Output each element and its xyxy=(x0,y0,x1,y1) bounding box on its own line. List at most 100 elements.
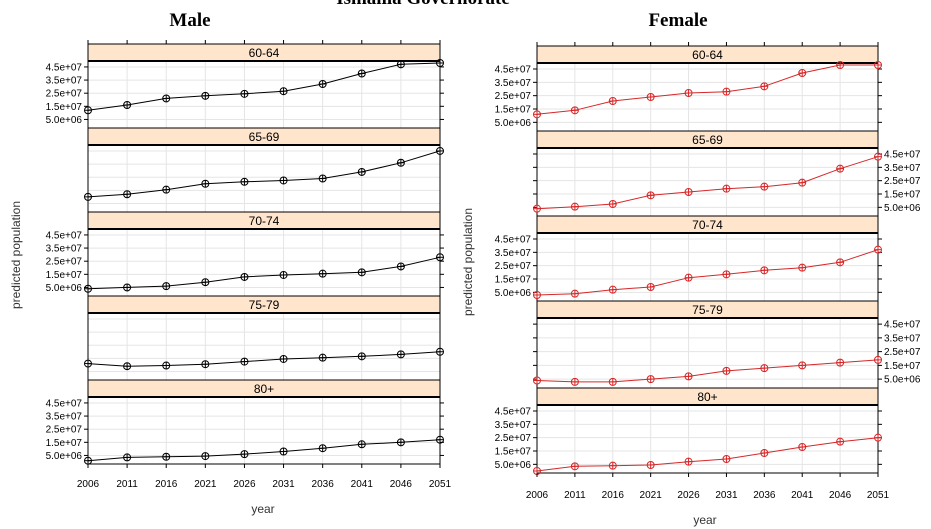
male-series-line-0 xyxy=(87,62,441,111)
female-panel-4-ytick-label-0: 5.0e+06 xyxy=(495,460,532,471)
female-panel-4-ytick-label-2: 2.5e+07 xyxy=(495,433,532,444)
female-panel-border-4 xyxy=(536,404,879,474)
male-xtick-label-1: 2011 xyxy=(116,479,138,490)
female-panel-0-ytick-label-2: 2.5e+07 xyxy=(495,91,532,102)
male-panel-0-ytick-label-2: 2.5e+07 xyxy=(46,89,83,100)
female-panel-3-ytick-label-3: 3.5e+07 xyxy=(884,333,921,344)
male-panel-0-ytick-label-3: 3.5e+07 xyxy=(46,76,83,87)
male-strip-label-1: 65-69 xyxy=(249,130,280,144)
female-panel-0-ytick-label-4: 4.5e+07 xyxy=(495,65,532,76)
male-panel-0: 60-64 5.0e+06 1.5e+07 2.5e+07 3.5e+07 4.5e+07 xyxy=(46,40,444,129)
male-series-line-4 xyxy=(87,439,441,462)
male-y-axis-label: predicted population xyxy=(9,201,23,309)
male-strip-label-2: 70-74 xyxy=(249,214,280,228)
male-series-line-3 xyxy=(87,351,441,367)
female-xtick-label-9: 2051 xyxy=(867,490,890,501)
female-strip-label-1: 65-69 xyxy=(692,133,723,147)
male-xtick-label-6: 2036 xyxy=(312,479,335,490)
male-panel-border-3 xyxy=(87,312,441,381)
male-panel-2-ytick-label-3: 3.5e+07 xyxy=(46,244,83,255)
female-panel-0: 60-64 5.0e+06 1.5e+07 2.5e+07 3.5e+07 4.5e+07 xyxy=(495,42,882,132)
male-panel-border-1 xyxy=(87,144,441,213)
female-panel-2-ytick-label-2: 2.5e+07 xyxy=(495,261,532,272)
female-chart-title: Female xyxy=(648,10,707,31)
female-strip-label-2: 70-74 xyxy=(692,218,723,232)
plot-area: 60-64 5.0e+06 1.5e+07 2.5e+07 3.5e+07 4.5e+07… xyxy=(46,40,921,501)
male-xtick-label-5: 2031 xyxy=(272,479,295,490)
female-xtick-label-4: 2026 xyxy=(677,490,700,501)
male-xtick-label-8: 2046 xyxy=(390,479,413,490)
female-strip-label-3: 75-79 xyxy=(692,303,723,317)
female-panel-border-0 xyxy=(536,62,879,132)
female-series-line-0 xyxy=(536,64,878,115)
male-chart-title: Male xyxy=(169,10,210,31)
female-xtick-label-2: 2016 xyxy=(602,490,625,501)
female-x-axis-label: year xyxy=(693,513,716,527)
female-strip-label-0: 60-64 xyxy=(692,48,723,62)
female-panel-4-ytick-label-1: 1.5e+07 xyxy=(495,447,532,458)
male-xtick-label-9: 2051 xyxy=(429,479,452,490)
female-panel-2-ytick-label-0: 5.0e+06 xyxy=(495,288,532,299)
male-panel-border-0 xyxy=(87,60,441,129)
female-xtick-label-0: 2006 xyxy=(526,490,549,501)
female-series-line-4 xyxy=(536,437,879,472)
male-panel-2-ytick-label-2: 2.5e+07 xyxy=(46,257,83,268)
female-panel-0-ytick-label-3: 3.5e+07 xyxy=(495,78,532,89)
male-strip-label-0: 60-64 xyxy=(249,46,280,60)
male-panel-1: 65-69 xyxy=(84,127,444,213)
male-panel-0-ytick-label-4: 4.5e+07 xyxy=(46,62,83,73)
female-series-line-1 xyxy=(536,156,879,210)
female-xtick-label-5: 2031 xyxy=(715,490,738,501)
male-panel-2-ytick-label-1: 1.5e+07 xyxy=(46,270,83,281)
female-xtick-label-8: 2046 xyxy=(829,490,852,501)
male-panel-4: 80+ 5.0e+06 1.5e+07 2.5e+07 3.5e+07 4.5e+07 20… xyxy=(46,379,452,490)
female-y-axis-label: predicted population xyxy=(461,208,475,316)
male-panel-0-ytick-label-1: 1.5e+07 xyxy=(46,102,83,113)
female-panel-1-ytick-label-0: 5.0e+06 xyxy=(884,203,921,214)
female-panel-border-2 xyxy=(536,232,879,302)
male-xtick-label-0: 2006 xyxy=(77,479,100,490)
female-panel-3-ytick-label-1: 1.5e+07 xyxy=(884,361,921,372)
male-strip-label-4: 80+ xyxy=(254,382,274,396)
male-xtick-label-4: 2026 xyxy=(233,479,256,490)
female-panel-4: 80+ 5.0e+06 1.5e+07 2.5e+07 3.5e+07 4.5e+07 20… xyxy=(495,387,890,501)
male-panel-3: 75-79 xyxy=(84,295,444,381)
male-panel-2-ytick-label-0: 5.0e+06 xyxy=(46,283,83,294)
female-xtick-label-6: 2036 xyxy=(753,490,776,501)
male-x-axis-label: year xyxy=(251,502,274,516)
male-panel-border-2 xyxy=(87,228,441,297)
female-panel-1-ytick-label-1: 1.5e+07 xyxy=(884,190,921,201)
male-series-line-1 xyxy=(87,150,441,198)
male-panel-2: 70-74 5.0e+06 1.5e+07 2.5e+07 3.5e+07 4.5e+07 xyxy=(46,211,444,297)
male-strip-label-3: 75-79 xyxy=(249,298,280,312)
page-title: Ismailia Governorate xyxy=(336,0,510,9)
female-panel-1: 65-69 5.0e+06 1.5e+07 2.5e+07 3.5e+07 4.5e+07 xyxy=(533,130,921,217)
female-panel-3: 75-79 5.0e+06 1.5e+07 2.5e+07 3.5e+07 4.5e+07 xyxy=(533,300,921,389)
female-panel-0-ytick-label-1: 1.5e+07 xyxy=(495,105,532,116)
male-xtick-label-3: 2021 xyxy=(194,479,217,490)
male-panel-4-ytick-label-1: 1.5e+07 xyxy=(46,438,83,449)
female-panel-3-ytick-label-0: 5.0e+06 xyxy=(884,375,921,386)
female-panel-1-ytick-label-2: 2.5e+07 xyxy=(884,176,921,187)
female-panel-2: 70-74 5.0e+06 1.5e+07 2.5e+07 3.5e+07 4.5e+07 xyxy=(495,215,882,302)
male-xtick-label-2: 2016 xyxy=(155,479,178,490)
male-panel-4-ytick-label-2: 2.5e+07 xyxy=(46,425,83,436)
female-series-line-2 xyxy=(536,249,879,296)
female-panel-2-ytick-label-1: 1.5e+07 xyxy=(495,275,532,286)
male-xtick-label-7: 2041 xyxy=(351,479,374,490)
female-panel-0-ytick-label-0: 5.0e+06 xyxy=(495,118,532,129)
female-panel-2-ytick-label-4: 4.5e+07 xyxy=(495,235,532,246)
female-panel-1-ytick-label-4: 4.5e+07 xyxy=(884,150,921,161)
female-panel-2-ytick-label-3: 3.5e+07 xyxy=(495,248,532,259)
female-xtick-label-1: 2011 xyxy=(564,490,586,501)
female-panel-3-ytick-label-2: 2.5e+07 xyxy=(884,347,921,358)
male-series-line-2 xyxy=(87,256,441,290)
female-panel-border-3 xyxy=(536,317,879,389)
male-panel-4-ytick-label-0: 5.0e+06 xyxy=(46,451,83,462)
male-panel-2-ytick-label-4: 4.5e+07 xyxy=(46,230,83,241)
female-panel-3-ytick-label-4: 4.5e+07 xyxy=(884,320,921,331)
male-panel-border-4 xyxy=(87,396,441,465)
female-xtick-label-3: 2021 xyxy=(640,490,663,501)
male-panel-4-ytick-label-3: 3.5e+07 xyxy=(46,412,83,423)
